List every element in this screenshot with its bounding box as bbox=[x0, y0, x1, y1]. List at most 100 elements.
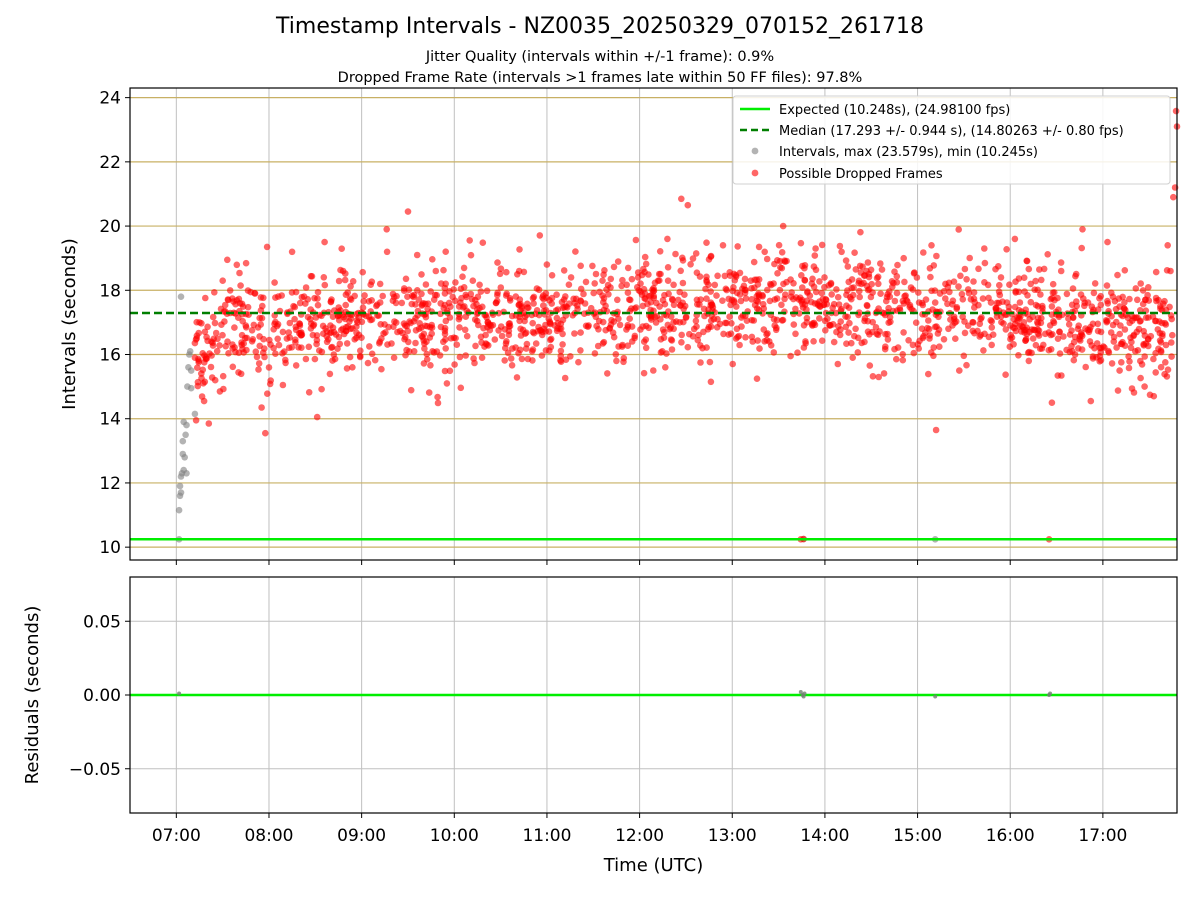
dropped-frame-point bbox=[707, 378, 715, 386]
dropped-frame-point bbox=[313, 340, 320, 348]
dropped-frame-point bbox=[419, 300, 427, 307]
dropped-frame-point bbox=[1023, 257, 1030, 265]
dropped-frame-point bbox=[670, 281, 677, 289]
dropped-frame-point bbox=[428, 321, 436, 329]
dropped-frame-point bbox=[1113, 344, 1120, 351]
dropped-frame-point bbox=[235, 295, 243, 303]
dropped-frame-point bbox=[503, 338, 510, 345]
dropped-frame-point bbox=[1162, 359, 1169, 366]
dropped-frame-point bbox=[1108, 312, 1115, 320]
dropped-frame-point bbox=[338, 245, 346, 252]
dropped-frame-point bbox=[265, 364, 273, 371]
legend-box bbox=[732, 95, 1171, 185]
dropped-frame-point bbox=[838, 305, 845, 313]
dropped-frame-point bbox=[774, 257, 781, 264]
dropped-frame-point bbox=[761, 338, 768, 345]
dropped-frame-point bbox=[656, 303, 663, 310]
dropped-frame-point bbox=[1007, 322, 1014, 329]
dropped-frame-point bbox=[560, 267, 568, 274]
time-xtick-label: 11:00 bbox=[522, 826, 571, 846]
dropped-frame-point bbox=[242, 322, 250, 329]
dropped-frame-point bbox=[694, 336, 702, 344]
dropped-frame-point bbox=[856, 287, 863, 295]
dropped-frame-point bbox=[981, 259, 989, 267]
dropped-frame-point bbox=[383, 226, 391, 233]
dropped-frame-point bbox=[441, 284, 449, 292]
dropped-frame-point bbox=[642, 260, 650, 268]
dropped-frame-point bbox=[970, 278, 977, 285]
dropped-frame-point bbox=[753, 276, 760, 284]
dropped-frame-point bbox=[907, 284, 915, 291]
dropped-frame-point bbox=[624, 264, 632, 272]
dropped-frames-points bbox=[191, 107, 1181, 543]
dropped-frame-point bbox=[696, 273, 704, 280]
dropped-frame-point bbox=[631, 334, 638, 342]
dropped-frame-point bbox=[298, 331, 305, 339]
dropped-frame-point bbox=[340, 313, 348, 321]
dropped-frame-point bbox=[778, 264, 786, 272]
dropped-frame-point bbox=[857, 228, 864, 236]
dropped-frame-point bbox=[1015, 352, 1022, 359]
dropped-frame-point bbox=[229, 363, 237, 371]
dropped-frame-point bbox=[543, 294, 550, 302]
dropped-frame-point bbox=[496, 270, 504, 278]
dropped-frame-point bbox=[608, 316, 615, 324]
dropped-frame-point bbox=[253, 353, 261, 361]
dropped-frame-point bbox=[971, 304, 978, 311]
dropped-frame-point bbox=[1012, 278, 1019, 286]
dropped-frame-point bbox=[1170, 193, 1177, 201]
dropped-frame-point bbox=[891, 297, 899, 305]
dropped-frame-point bbox=[390, 354, 398, 362]
dropped-frame-point bbox=[1078, 346, 1086, 353]
dropped-frame-point bbox=[618, 282, 625, 290]
residual-points bbox=[177, 690, 1053, 699]
dropped-frame-point bbox=[532, 340, 540, 347]
dropped-frame-point bbox=[1121, 326, 1129, 333]
dropped-frame-point bbox=[516, 246, 523, 253]
dropped-frame-point bbox=[829, 304, 836, 312]
time-x-axis: 07:00 08:00 09:00 10:00 11:00 12:00 13:00 14:00… bbox=[152, 813, 1127, 846]
dropped-frame-point bbox=[517, 332, 525, 339]
dropped-frame-point bbox=[659, 348, 666, 355]
dropped-frame-point bbox=[743, 317, 751, 325]
dropped-frame-point bbox=[592, 270, 600, 278]
dropped-frame-point bbox=[734, 243, 741, 250]
dropped-frame-point bbox=[1087, 397, 1095, 405]
dropped-frame-point bbox=[899, 356, 907, 364]
dropped-frame-point bbox=[1057, 267, 1065, 275]
dropped-frame-point bbox=[668, 346, 676, 353]
dropped-frame-point bbox=[540, 302, 547, 309]
dropped-frame-point bbox=[305, 389, 313, 396]
dropped-frame-point bbox=[1154, 326, 1162, 333]
dropped-frame-point bbox=[463, 293, 470, 301]
dropped-frame-point bbox=[224, 338, 231, 346]
dropped-frame-point bbox=[767, 280, 774, 288]
dropped-frame-point bbox=[711, 281, 719, 289]
dropped-frame-point bbox=[1091, 280, 1099, 287]
dropped-frame-point bbox=[1125, 353, 1132, 360]
dropped-frame-point bbox=[485, 321, 492, 328]
time-xtick-label: 15:00 bbox=[893, 826, 942, 846]
dropped-frame-point bbox=[949, 322, 956, 329]
dropped-frame-point bbox=[665, 290, 672, 298]
dropped-frame-point bbox=[1007, 335, 1014, 343]
dropped-frame-point bbox=[1169, 331, 1176, 339]
dropped-frame-point bbox=[380, 330, 387, 337]
dropped-frame-point bbox=[221, 301, 229, 309]
dropped-frame-point bbox=[364, 359, 372, 367]
dropped-frame-point bbox=[344, 289, 352, 296]
dropped-frame-point bbox=[1089, 320, 1097, 328]
dropped-frame-point bbox=[442, 317, 450, 325]
dropped-frame-point bbox=[507, 355, 515, 362]
dropped-frame-point bbox=[628, 323, 636, 330]
dropped-frame-point bbox=[356, 353, 364, 361]
dropped-frame-point bbox=[1034, 303, 1042, 310]
dropped-frame-point bbox=[754, 337, 761, 344]
dropped-frame-point bbox=[996, 281, 1003, 289]
interval-point bbox=[177, 293, 185, 301]
dropped-frame-point bbox=[516, 296, 524, 303]
dropped-frame-point bbox=[763, 255, 771, 263]
dropped-frame-point bbox=[640, 285, 648, 293]
time-xtick-label: 16:00 bbox=[986, 826, 1035, 846]
dropped-frame-point bbox=[512, 344, 519, 351]
